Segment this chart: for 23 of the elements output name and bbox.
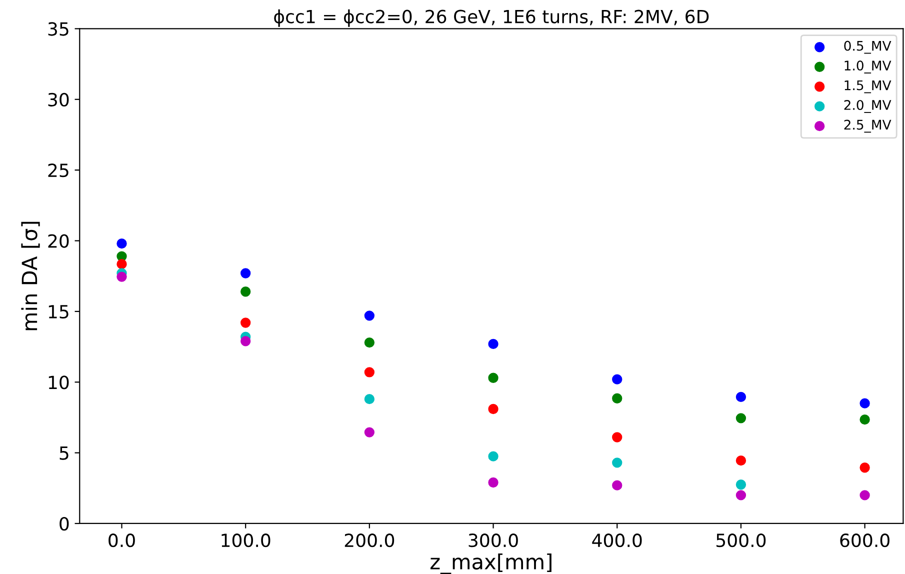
y-tick-label: 25	[48, 164, 68, 178]
y-axis-title: min DA [σ]	[21, 222, 40, 330]
legend-label: 1.0_MV	[844, 60, 892, 74]
y-tick-label: 5	[60, 446, 68, 460]
legend-label: 1.5_MV	[844, 80, 892, 94]
chart-title: ϕcc1 = ϕcc2=0, 26 GeV, 1E6 turns, RF: 2MV, 6D	[274, 9, 709, 27]
legend-label: 2.5_MV	[844, 120, 892, 133]
x-tick-label: 0.0	[108, 534, 135, 548]
x-tick-label: 200.0	[344, 534, 394, 548]
x-axis-title: z_max[mm]	[430, 553, 552, 574]
y-tick-label: 10	[48, 376, 69, 390]
x-tick-label: 400.0	[592, 534, 642, 548]
x-tick-label: 100.0	[222, 534, 270, 548]
y-tick-label: 0	[60, 516, 69, 531]
legend-label: 2.0_MV	[844, 100, 892, 113]
y-tick-label: 30	[48, 92, 69, 106]
y-tick-label: 35	[48, 22, 68, 36]
legend-label: 0.5_MV	[844, 40, 892, 54]
x-tick-label: 500.0	[716, 534, 766, 548]
y-tick-label: 20	[48, 234, 69, 248]
y-tick-label: 15	[48, 305, 68, 319]
x-tick-label: 600.0	[840, 534, 890, 548]
x-tick-label: 300.0	[468, 534, 518, 548]
